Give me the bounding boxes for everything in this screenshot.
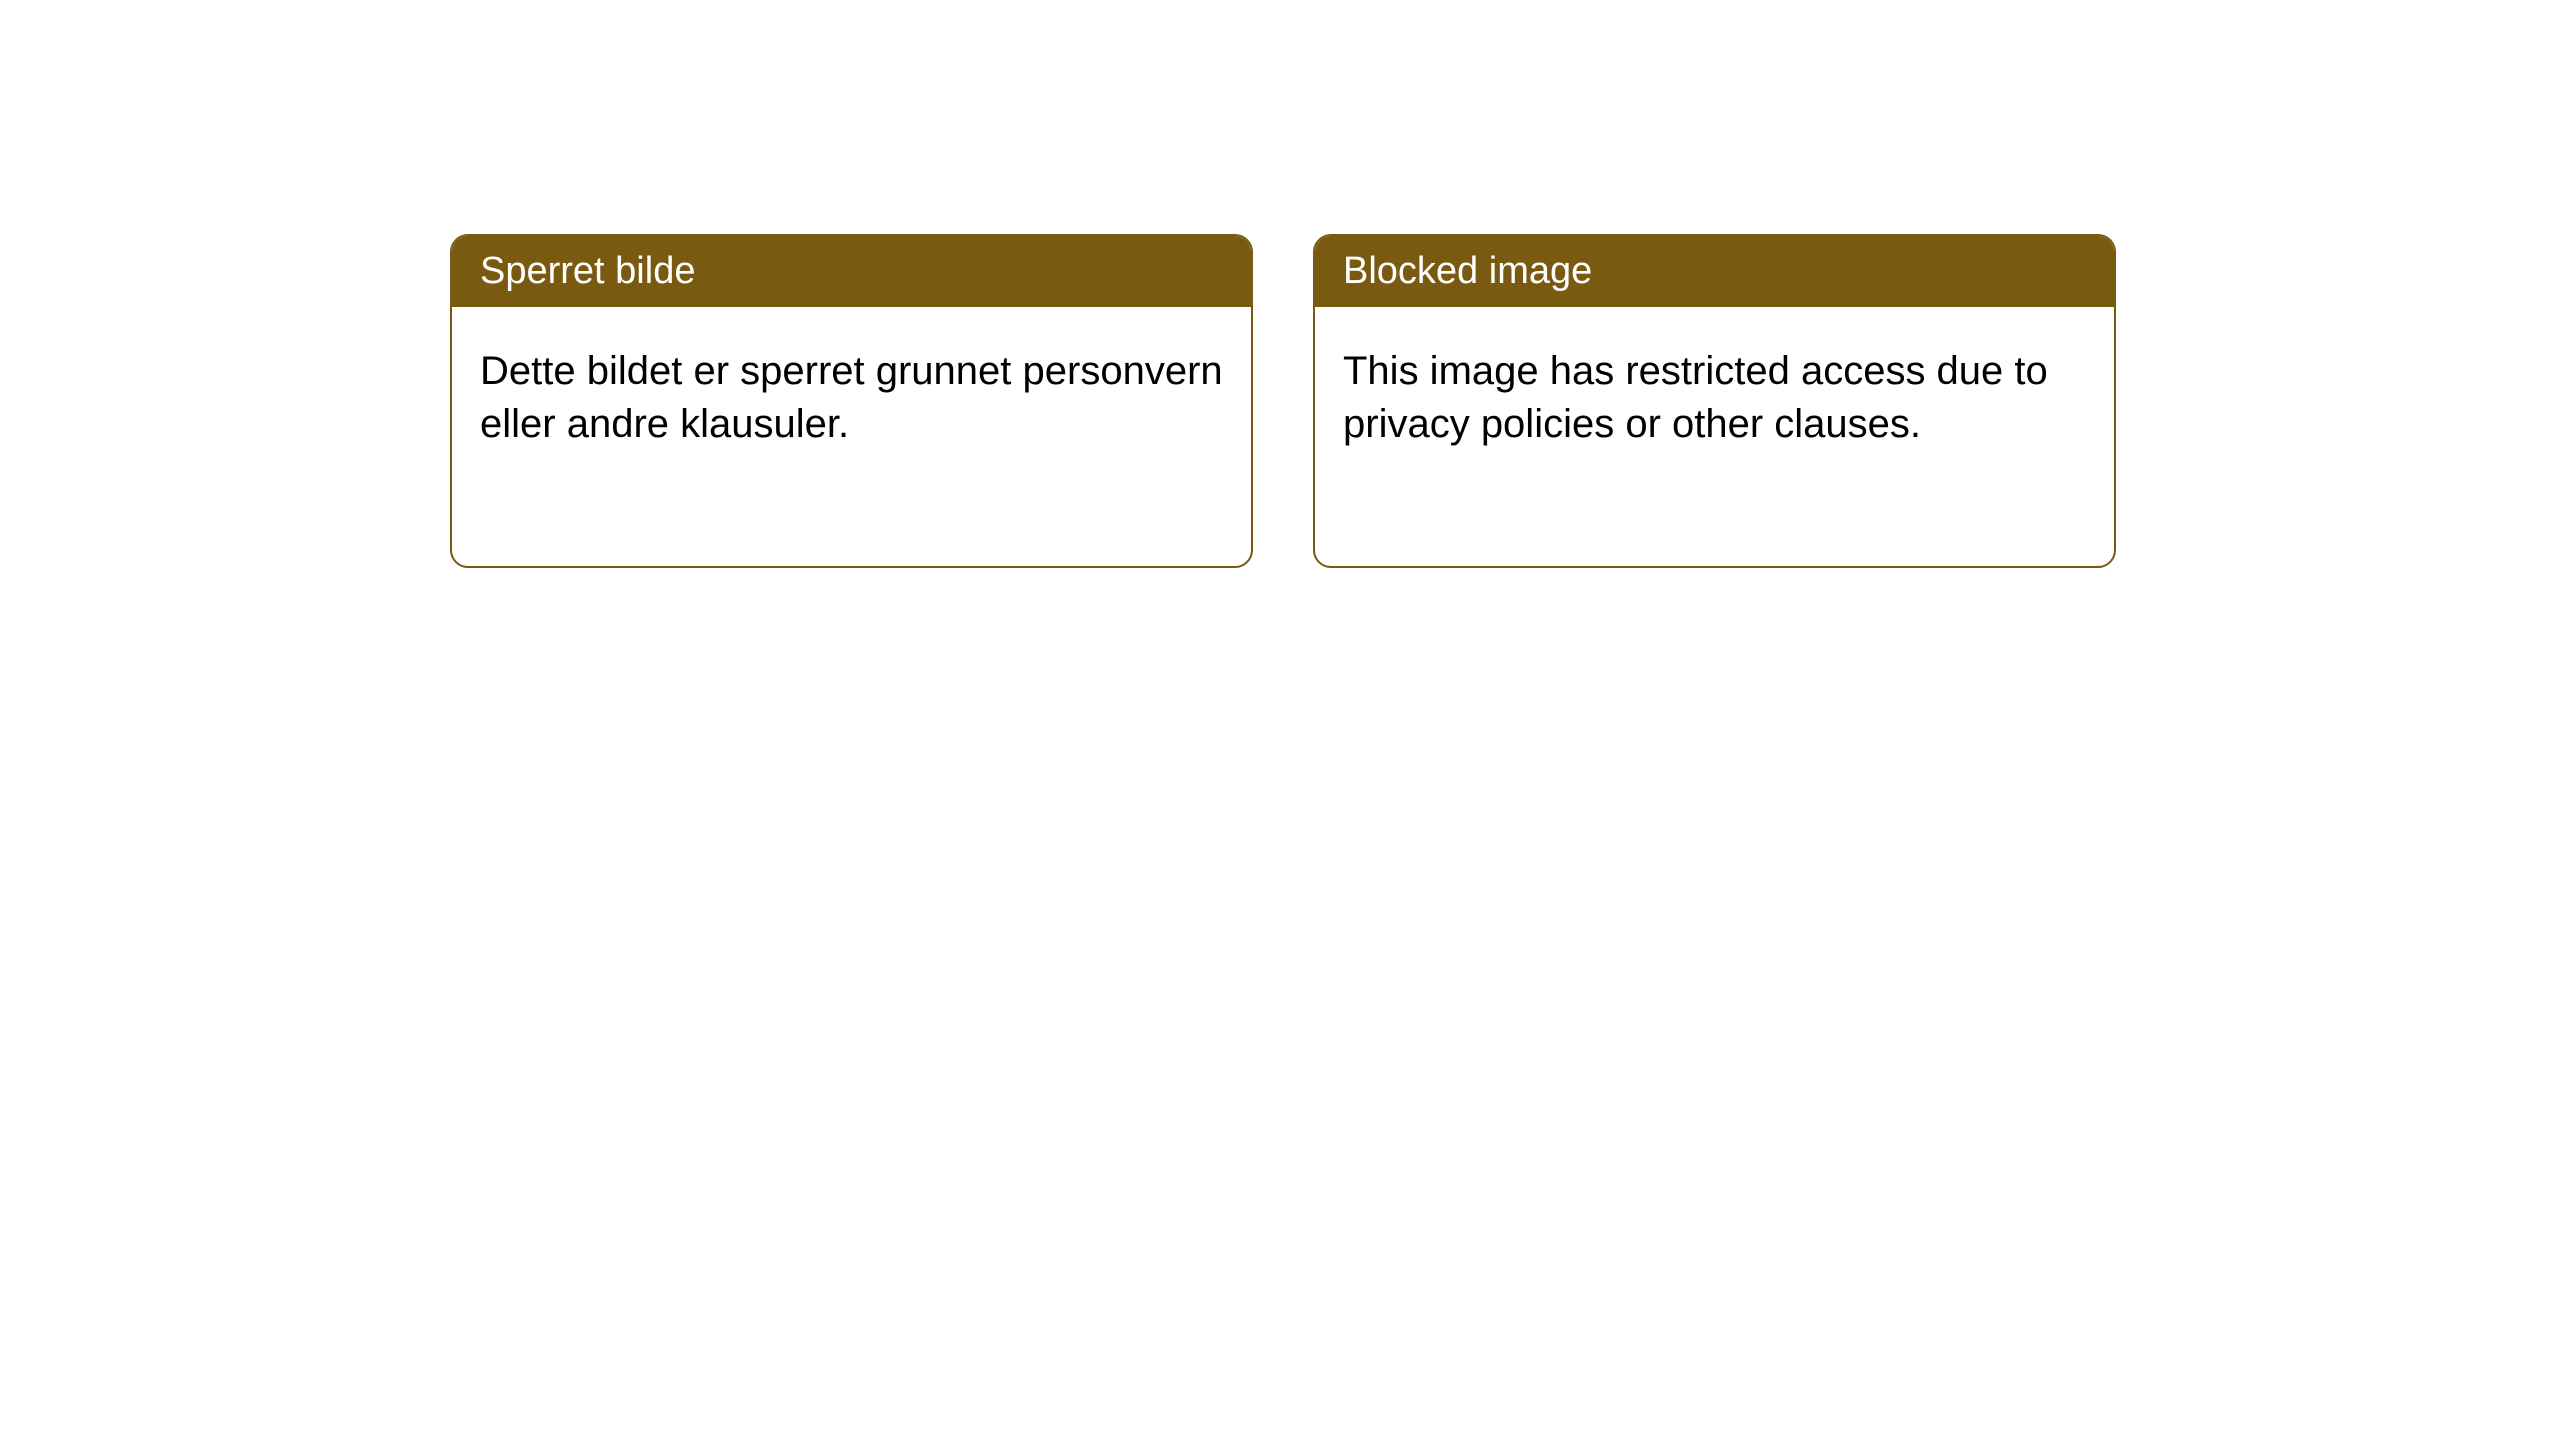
notice-body-text: This image has restricted access due to … <box>1343 349 2048 446</box>
notice-container: Sperret bilde Dette bildet er sperret gr… <box>450 234 2116 568</box>
notice-title: Sperret bilde <box>480 250 695 292</box>
notice-header: Sperret bilde <box>452 236 1251 307</box>
notice-header: Blocked image <box>1315 236 2114 307</box>
notice-card-english: Blocked image This image has restricted … <box>1313 234 2116 568</box>
notice-body: Dette bildet er sperret grunnet personve… <box>452 307 1251 489</box>
notice-body-text: Dette bildet er sperret grunnet personve… <box>480 349 1223 446</box>
notice-card-norwegian: Sperret bilde Dette bildet er sperret gr… <box>450 234 1253 568</box>
notice-title: Blocked image <box>1343 250 1592 292</box>
notice-body: This image has restricted access due to … <box>1315 307 2114 489</box>
